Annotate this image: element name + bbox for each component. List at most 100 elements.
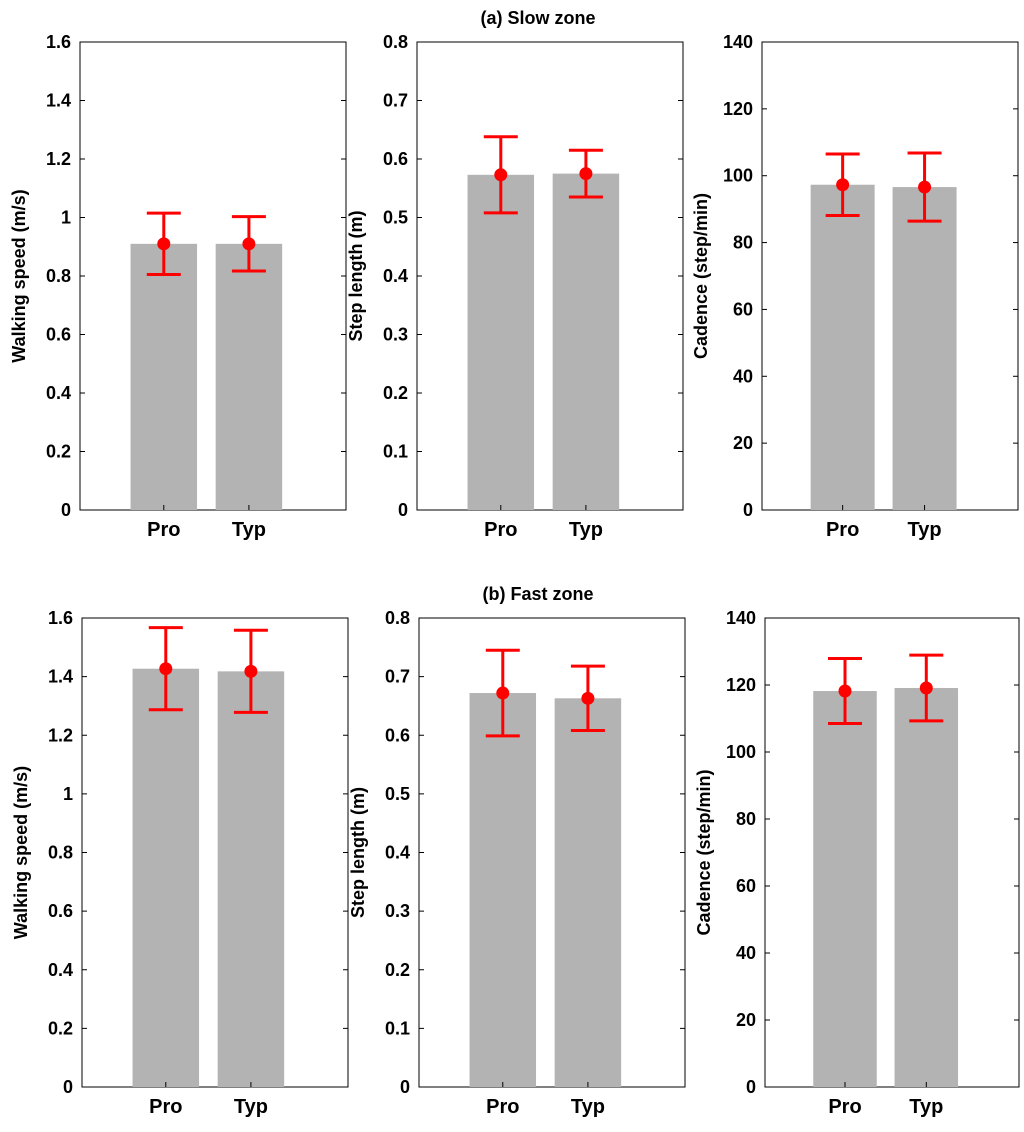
y-tick-label: 60 (733, 299, 753, 319)
y-tick-label: 0 (400, 1077, 410, 1097)
y-tick-label: 0.4 (46, 383, 71, 403)
y-tick-label: 0.8 (383, 32, 408, 52)
bar-typ (554, 698, 622, 1087)
y-tick-label: 0 (63, 1077, 73, 1097)
y-tick-label: 0.8 (46, 266, 71, 286)
y-axis-label: Walking speed (m/s) (9, 189, 29, 362)
y-tick-label: 0.8 (385, 608, 410, 628)
y-tick-label: 0.7 (385, 667, 410, 687)
x-tick-label: Pro (826, 519, 859, 541)
y-tick-label: 1.6 (48, 608, 73, 628)
y-tick-label: 0.3 (385, 901, 410, 921)
y-tick-label: 0.8 (48, 843, 73, 863)
charts-group: 0 0.2 0.4 0.6 0.8 1 1.2 1.4 1.6 Pro Typ Walking spe… (9, 32, 1020, 1118)
y-tick-label: 20 (736, 1010, 756, 1030)
axes-frame (418, 617, 686, 1088)
x-tick-label: Pro (147, 519, 180, 541)
mean-marker-typ (579, 167, 593, 181)
y-tick-label: 0.2 (46, 442, 71, 462)
y-tick-label: 0.4 (385, 843, 410, 863)
bar-typ (217, 671, 285, 1087)
y-tick-label: 20 (733, 433, 753, 453)
x-tick-label: Typ (569, 519, 603, 541)
bar-pro (810, 184, 875, 511)
mean-marker-typ (244, 664, 258, 678)
mean-marker-typ (242, 237, 256, 251)
mean-marker-pro (838, 684, 852, 698)
mean-marker-pro (494, 168, 508, 182)
bar-pro (467, 174, 535, 511)
y-tick-label: 100 (726, 742, 756, 762)
bar-typ (894, 688, 959, 1087)
y-tick-label: 80 (736, 809, 756, 829)
y-tick-label: 1 (61, 208, 71, 228)
y-tick-label: 0.2 (383, 383, 408, 403)
axes-frame (81, 617, 349, 1088)
y-tick-label: 1.2 (48, 725, 73, 745)
axes-frame (79, 41, 347, 511)
x-tick-label: Typ (908, 519, 942, 541)
x-tick-label: Typ (232, 519, 266, 541)
x-tick-label: Pro (828, 1096, 861, 1118)
axes-frame (416, 41, 684, 511)
x-tick-label: Pro (484, 519, 517, 541)
x-tick-label: Typ (571, 1096, 605, 1118)
bar-typ (215, 243, 283, 510)
x-tick-label: Typ (234, 1096, 268, 1118)
bar-typ (892, 187, 957, 510)
y-tick-label: 0.5 (383, 208, 408, 228)
y-tick-label: 0 (746, 1077, 756, 1097)
y-tick-label: 140 (723, 32, 753, 52)
zone-title-slow: (a) Slow zone (480, 8, 595, 28)
mean-marker-typ (581, 691, 595, 705)
chart-slow-step: 0 0.1 0.2 0.3 0.4 0.5 0.6 0.7 0.8 Pro Typ Step leng… (346, 32, 684, 541)
y-tick-label: 1.4 (46, 91, 71, 111)
mean-marker-pro (496, 686, 510, 700)
y-tick-label: 1.6 (46, 32, 71, 52)
y-tick-label: 0.4 (383, 266, 408, 286)
bar-pro (469, 693, 537, 1087)
y-tick-label: 1.4 (48, 667, 73, 687)
y-axis-label: Cadence (step/min) (691, 193, 711, 359)
y-tick-label: 0.7 (383, 91, 408, 111)
chart-fast-cadence: 0 20 40 60 80 100 120 140 Pro Typ Cadence (step/mi… (694, 608, 1020, 1118)
mean-marker-pro (836, 178, 850, 192)
y-tick-label: 40 (736, 943, 756, 963)
chart-fast-speed: 0 0.2 0.4 0.6 0.8 1 1.2 1.4 1.6 Pro Typ Walking spe… (11, 608, 349, 1118)
y-tick-label: 1.2 (46, 149, 71, 169)
mean-marker-pro (157, 237, 171, 251)
y-tick-label: 0 (743, 500, 753, 520)
axes-frame (761, 41, 1019, 511)
y-tick-label: 0.5 (385, 784, 410, 804)
y-tick-label: 100 (723, 166, 753, 186)
y-tick-label: 0.1 (383, 442, 408, 462)
chart-slow-speed: 0 0.2 0.4 0.6 0.8 1 1.2 1.4 1.6 Pro Typ Walking spe… (9, 32, 347, 541)
y-tick-label: 0.6 (48, 901, 73, 921)
y-tick-label: 0 (398, 500, 408, 520)
y-tick-label: 40 (733, 366, 753, 386)
y-axis-label: Walking speed (m/s) (11, 766, 31, 939)
y-tick-label: 0.2 (385, 960, 410, 980)
x-tick-label: Pro (149, 1096, 182, 1118)
y-tick-label: 140 (726, 608, 756, 628)
mean-marker-typ (919, 681, 933, 695)
y-tick-label: 0.2 (48, 1018, 73, 1038)
x-tick-label: Pro (486, 1096, 519, 1118)
chart-fast-step: 0 0.1 0.2 0.3 0.4 0.5 0.6 0.7 0.8 Pro Typ Step leng… (348, 608, 686, 1118)
y-axis-label: Cadence (step/min) (694, 769, 714, 935)
mean-marker-pro (159, 662, 173, 676)
bar-pro (813, 691, 877, 1087)
y-tick-label: 0.4 (48, 960, 73, 980)
bar-typ (552, 173, 620, 510)
y-tick-label: 80 (733, 233, 753, 253)
mean-marker-typ (918, 180, 932, 194)
y-tick-label: 60 (736, 876, 756, 896)
zone-title-fast: (b) Fast zone (483, 584, 594, 604)
y-tick-label: 0.6 (383, 149, 408, 169)
bar-pro (132, 668, 200, 1087)
y-tick-label: 120 (726, 675, 756, 695)
y-axis-label: Step length (m) (348, 787, 368, 918)
bar-pro (130, 243, 198, 510)
y-tick-label: 0 (61, 500, 71, 520)
